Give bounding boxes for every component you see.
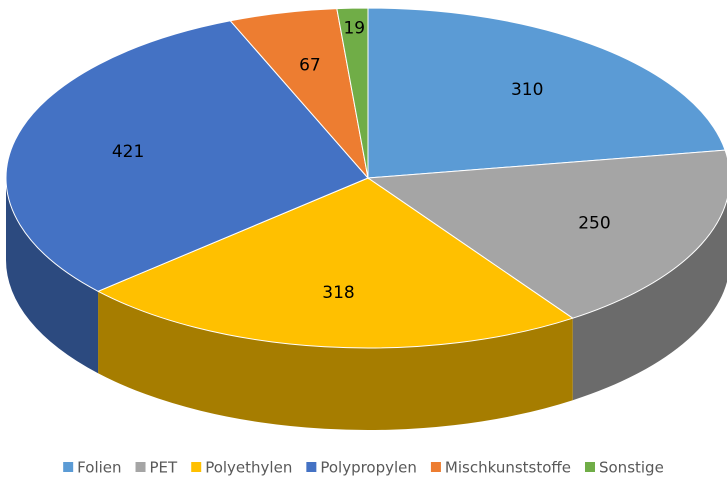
data-label: 421 bbox=[112, 142, 144, 162]
legend-label: Folien bbox=[77, 459, 121, 477]
slice-side bbox=[6, 178, 99, 374]
legend-label: Sonstige bbox=[599, 459, 664, 477]
data-label: 318 bbox=[322, 283, 354, 303]
legend-swatch bbox=[430, 462, 441, 472]
legend-swatch bbox=[191, 462, 202, 472]
data-label: 310 bbox=[511, 80, 543, 100]
slice-side bbox=[572, 199, 727, 401]
legend-label: PET bbox=[150, 459, 179, 477]
legend-swatch bbox=[584, 462, 595, 472]
slice bbox=[336, 7, 369, 179]
slice bbox=[366, 149, 727, 319]
slice bbox=[367, 7, 726, 179]
legend: Folien PET Polyethylen Polypropylen Mischkun… bbox=[63, 459, 664, 477]
legend-swatch bbox=[63, 462, 74, 472]
slice-side bbox=[98, 291, 573, 430]
legend-label: Mischkunststoffe bbox=[445, 459, 571, 477]
slice bbox=[96, 177, 574, 349]
legend-label: Polypropylen bbox=[320, 459, 417, 477]
slice bbox=[5, 20, 369, 292]
legend-swatch bbox=[306, 462, 317, 472]
legend-swatch bbox=[135, 462, 146, 472]
legend-label: Polyethylen bbox=[205, 459, 292, 477]
data-label: 250 bbox=[578, 213, 610, 233]
data-label: 67 bbox=[299, 56, 321, 76]
data-label: 19 bbox=[343, 19, 365, 39]
